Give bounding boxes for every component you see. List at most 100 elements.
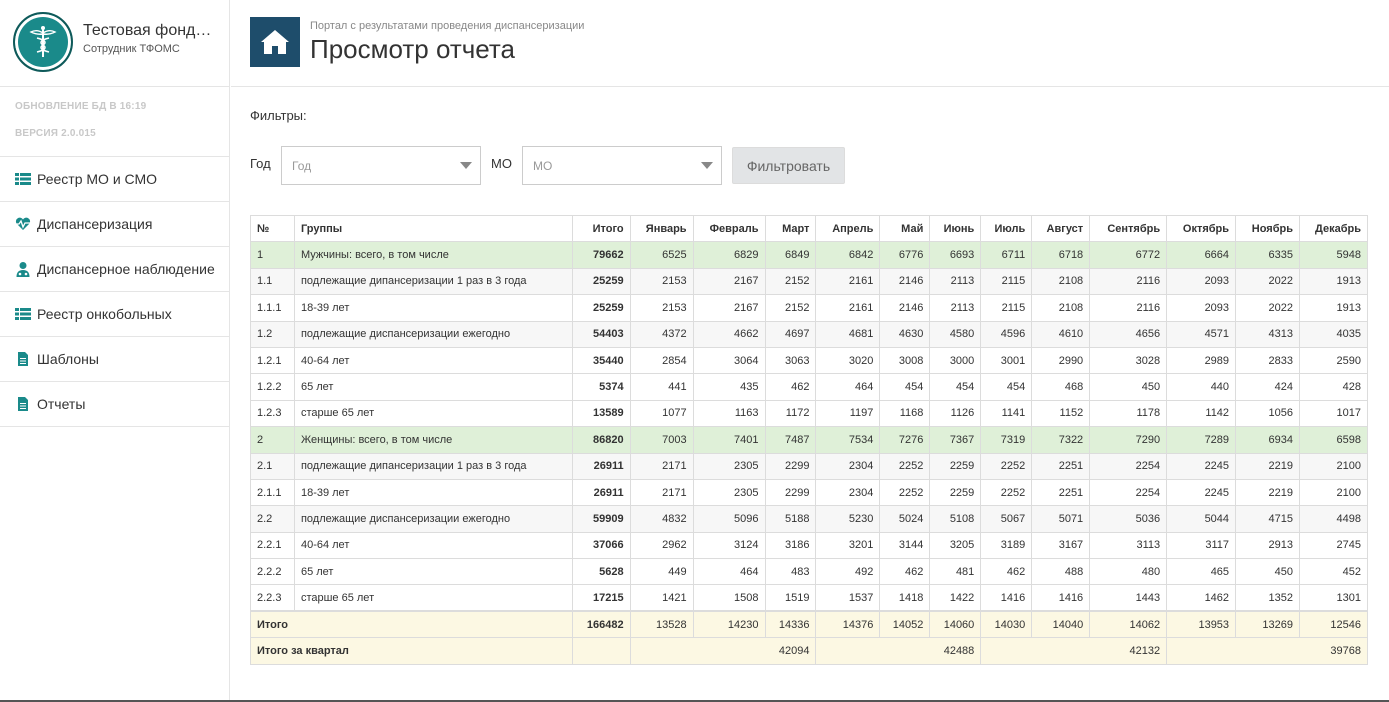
mo-select[interactable]: МО xyxy=(522,146,722,185)
home-icon xyxy=(261,30,289,54)
month-value: 464 xyxy=(692,558,766,586)
column-header: Июль xyxy=(980,214,1033,243)
month-value: 2305 xyxy=(692,478,766,507)
month-value: 4498 xyxy=(1298,505,1369,533)
month-value: 1163 xyxy=(692,399,766,428)
brand-block: Тестовая фонд… Сотрудник ТФОМС xyxy=(0,0,229,87)
filter-button[interactable]: Фильтровать xyxy=(732,147,845,184)
row-number: 1.2 xyxy=(250,320,295,348)
month-value: 1422 xyxy=(929,584,982,612)
row-group: подлежащие дипансеризации 1 раз в 3 года xyxy=(293,267,573,296)
nav-item-templates[interactable]: Шаблоны xyxy=(0,337,229,382)
month-value: 3000 xyxy=(929,346,982,375)
month-value: 1537 xyxy=(815,584,881,612)
month-value: 450 xyxy=(1235,558,1300,586)
organization-name: Тестовая фонд… xyxy=(83,22,212,39)
row-number: 1.2.2 xyxy=(250,373,295,401)
month-value: 4662 xyxy=(692,320,766,348)
month-value: 2167 xyxy=(692,267,766,296)
nav-item-reports[interactable]: Отчеты xyxy=(0,382,229,427)
month-value: 2989 xyxy=(1166,346,1237,375)
nav-item-dispanserization[interactable]: Диспансеризация xyxy=(0,202,229,247)
month-value: 454 xyxy=(980,373,1033,401)
month-value: 3124 xyxy=(692,531,766,560)
month-value: 1172 xyxy=(764,399,817,428)
month-value: 4715 xyxy=(1235,505,1300,533)
month-value: 2913 xyxy=(1235,531,1300,560)
page-header: Портал с результатами проведения диспанс… xyxy=(231,0,1389,87)
month-value: 2146 xyxy=(879,294,931,322)
grand-total: 166482 xyxy=(571,610,631,639)
month-value: 6711 xyxy=(980,241,1033,269)
month-value: 7289 xyxy=(1166,426,1237,454)
month-value: 6693 xyxy=(929,241,982,269)
month-value: 2219 xyxy=(1235,452,1300,480)
row-number: 2.1.1 xyxy=(250,478,295,507)
page-title: Просмотр отчета xyxy=(310,34,515,64)
row-number: 2.1 xyxy=(250,452,295,480)
year-select-placeholder: Год xyxy=(292,159,312,173)
month-value: 7319 xyxy=(980,426,1033,454)
month-value: 6776 xyxy=(879,241,931,269)
row-number: 1.2.3 xyxy=(250,399,295,428)
quarter-total-row: Итого за квартал 42094 42488 42132 39768 xyxy=(250,637,1368,665)
column-header: Сентябрь xyxy=(1089,214,1168,243)
nav-item-dispensary-observation[interactable]: Диспансерное наблюдение xyxy=(0,247,229,292)
month-value: 2100 xyxy=(1298,452,1369,480)
month-value: 5044 xyxy=(1166,505,1237,533)
month-value: 2990 xyxy=(1031,346,1091,375)
month-value: 462 xyxy=(764,373,817,401)
month-value: 450 xyxy=(1089,373,1168,401)
month-value: 5230 xyxy=(815,505,881,533)
month-value: 1418 xyxy=(879,584,931,612)
month-value: 3201 xyxy=(815,531,881,560)
month-value: 4313 xyxy=(1235,320,1300,348)
month-total: 14230 xyxy=(692,610,766,639)
row-group: 65 лет xyxy=(293,558,573,586)
year-select[interactable]: Год xyxy=(281,146,481,185)
month-value: 6934 xyxy=(1235,426,1300,454)
month-value: 428 xyxy=(1298,373,1369,401)
home-button[interactable] xyxy=(250,17,300,67)
month-value: 2116 xyxy=(1089,294,1168,322)
month-value: 2093 xyxy=(1166,267,1237,296)
month-value: 1077 xyxy=(629,399,694,428)
month-value: 3063 xyxy=(764,346,817,375)
month-value: 3167 xyxy=(1031,531,1091,560)
column-header: Февраль xyxy=(692,214,766,243)
month-value: 2252 xyxy=(980,452,1033,480)
file-icon xyxy=(15,396,31,412)
column-header: Ноябрь xyxy=(1235,214,1300,243)
row-group: подлежащие дипансеризации 1 раз в 3 года xyxy=(293,452,573,480)
nav-item-registry-mo-smo[interactable]: Реестр МО и СМО xyxy=(0,157,229,202)
file-icon xyxy=(15,351,31,367)
row-number: 1.2.1 xyxy=(250,346,295,375)
month-total: 14062 xyxy=(1089,610,1168,639)
month-total: 13953 xyxy=(1166,610,1237,639)
row-total: 5628 xyxy=(571,558,631,586)
table-row: 2.2 подлежащие диспансеризации ежегодно 59… xyxy=(250,505,1369,533)
month-value: 492 xyxy=(815,558,881,586)
month-value: 464 xyxy=(815,373,881,401)
month-value: 5071 xyxy=(1031,505,1091,533)
month-value: 2219 xyxy=(1235,478,1300,507)
table-row: 2.2.1 40-64 лет 37066 2962 3124 3186 3201 3144 3… xyxy=(250,531,1369,560)
nav-item-oncology-registry[interactable]: Реестр онкобольных xyxy=(0,292,229,337)
month-value: 3205 xyxy=(929,531,982,560)
month-value: 1142 xyxy=(1166,399,1237,428)
month-value: 2152 xyxy=(764,267,817,296)
month-value: 2171 xyxy=(629,452,694,480)
month-value: 5188 xyxy=(764,505,817,533)
total-label: Итого xyxy=(250,610,573,639)
month-value: 4372 xyxy=(629,320,694,348)
month-value: 2113 xyxy=(929,294,982,322)
user-md-icon xyxy=(15,261,31,277)
month-value: 2115 xyxy=(980,267,1033,296)
month-value: 435 xyxy=(692,373,766,401)
month-value: 1462 xyxy=(1166,584,1237,612)
month-value: 4656 xyxy=(1089,320,1168,348)
table-row: 2.2.3 старше 65 лет 17215 1421 1508 1519 1537 1… xyxy=(250,584,1369,612)
month-value: 1443 xyxy=(1089,584,1168,612)
mo-label: МО xyxy=(491,156,512,171)
month-total: 13528 xyxy=(629,610,694,639)
